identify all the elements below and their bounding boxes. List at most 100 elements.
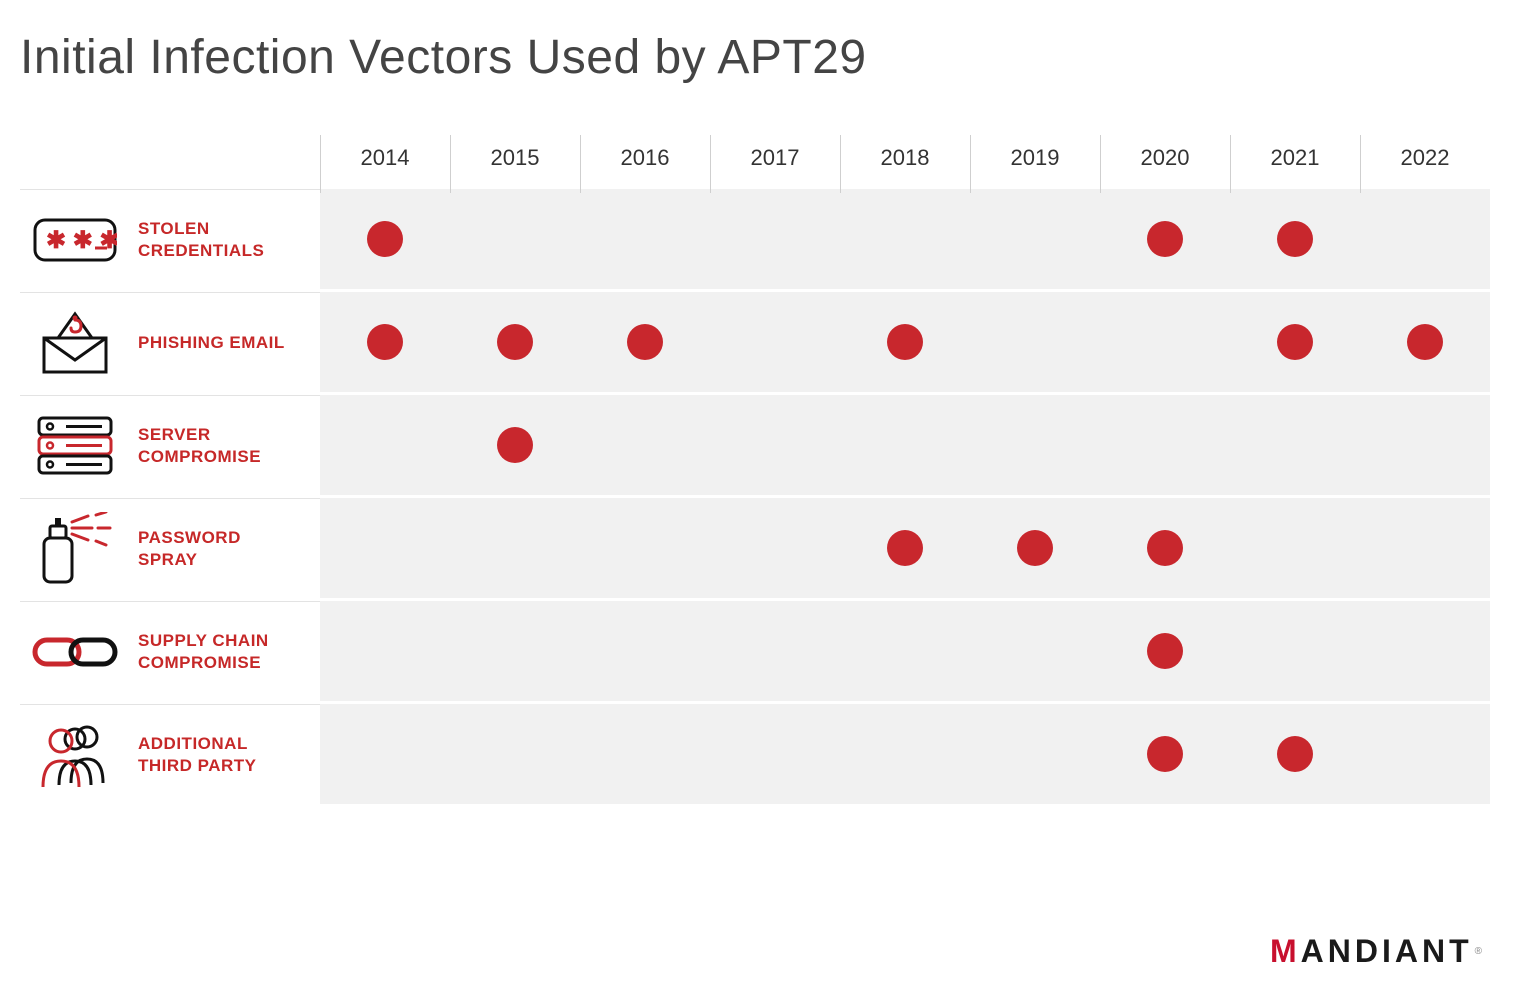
matrix-cell <box>1230 498 1360 598</box>
people-group-icon <box>30 721 120 789</box>
activity-dot <box>1277 324 1313 360</box>
matrix-cell <box>450 704 580 804</box>
matrix-cell <box>970 189 1100 289</box>
matrix-cell <box>450 292 580 392</box>
matrix-cell <box>320 498 450 598</box>
row-label-text: SERVER COMPROMISE <box>138 424 298 467</box>
matrix-cell <box>710 292 840 392</box>
matrix-cell <box>710 601 840 701</box>
password-field-icon: ✱ ✱ ✱ <box>30 218 120 262</box>
row-label-additional-third-party: ADDITIONAL THIRD PARTY <box>20 704 320 804</box>
row-label-password-spray: PASSWORD SPRAY <box>20 498 320 598</box>
activity-dot <box>1147 221 1183 257</box>
matrix-cell <box>970 704 1100 804</box>
matrix-cell <box>1360 395 1490 495</box>
matrix-cell <box>1230 395 1360 495</box>
matrix-cell <box>1230 601 1360 701</box>
matrix-cell <box>320 189 450 289</box>
activity-dot <box>1147 530 1183 566</box>
matrix-cell <box>710 704 840 804</box>
matrix-cell <box>840 189 970 289</box>
year-header: 2022 <box>1360 135 1490 189</box>
activity-dot <box>887 530 923 566</box>
chain-links-icon <box>30 632 120 672</box>
chart-title: Initial Infection Vectors Used by APT29 <box>20 30 1490 85</box>
year-header: 2016 <box>580 135 710 189</box>
svg-text:✱ ✱ ✱: ✱ ✱ ✱ <box>46 227 117 254</box>
year-header: 2014 <box>320 135 450 189</box>
matrix-cell <box>580 292 710 392</box>
matrix-cell <box>580 704 710 804</box>
matrix-cell <box>450 189 580 289</box>
row-label-text: STOLEN CREDENTIALS <box>138 218 298 261</box>
row-label-text: PASSWORD SPRAY <box>138 527 298 570</box>
envelope-hook-icon <box>30 310 120 376</box>
activity-dot <box>627 324 663 360</box>
activity-dot <box>1017 530 1053 566</box>
activity-dot <box>1277 221 1313 257</box>
row-label-text: ADDITIONAL THIRD PARTY <box>138 733 298 776</box>
matrix-cell <box>1360 498 1490 598</box>
matrix-cell <box>450 395 580 495</box>
matrix-cell <box>580 601 710 701</box>
brand-logo: MANDIANT® <box>1270 933 1482 970</box>
matrix-cell <box>1100 601 1230 701</box>
matrix-cell <box>1360 704 1490 804</box>
activity-dot <box>367 221 403 257</box>
matrix-cell <box>840 704 970 804</box>
year-header: 2018 <box>840 135 970 189</box>
matrix-cell <box>1230 189 1360 289</box>
matrix-cell <box>840 601 970 701</box>
matrix-cell <box>970 395 1100 495</box>
server-rack-icon <box>30 415 120 477</box>
matrix-cell <box>970 601 1100 701</box>
row-label-server-compromise: SERVER COMPROMISE <box>20 395 320 495</box>
matrix-cell <box>710 498 840 598</box>
year-header: 2019 <box>970 135 1100 189</box>
matrix-cell <box>1100 395 1230 495</box>
matrix-cell <box>840 498 970 598</box>
year-header: 2017 <box>710 135 840 189</box>
row-label-supply-chain-compromise: SUPPLY CHAIN COMPROMISE <box>20 601 320 701</box>
matrix-cell <box>320 704 450 804</box>
year-header: 2021 <box>1230 135 1360 189</box>
matrix-cell <box>450 601 580 701</box>
matrix-cell <box>450 498 580 598</box>
matrix-cell <box>710 189 840 289</box>
year-header: 2020 <box>1100 135 1230 189</box>
activity-dot <box>1277 736 1313 772</box>
matrix-cell <box>580 498 710 598</box>
activity-dot <box>887 324 923 360</box>
matrix-cell <box>580 189 710 289</box>
matrix-cell <box>1360 601 1490 701</box>
matrix-cell <box>1360 292 1490 392</box>
matrix-cell <box>1360 189 1490 289</box>
matrix-cell <box>840 395 970 495</box>
activity-dot <box>1147 736 1183 772</box>
matrix-cell <box>970 498 1100 598</box>
matrix-cell <box>320 601 450 701</box>
matrix-cell <box>1100 189 1230 289</box>
matrix-cell <box>710 395 840 495</box>
activity-dot <box>1147 633 1183 669</box>
row-label-phishing-email: PHISHING EMAIL <box>20 292 320 392</box>
matrix-cell <box>1100 704 1230 804</box>
infection-vectors-matrix: 201420152016201720182019202020212022 ✱ ✱… <box>20 135 1490 807</box>
matrix-cell <box>840 292 970 392</box>
matrix-cell <box>1230 292 1360 392</box>
activity-dot <box>367 324 403 360</box>
activity-dot <box>497 427 533 463</box>
matrix-cell <box>320 395 450 495</box>
matrix-cell <box>580 395 710 495</box>
activity-dot <box>497 324 533 360</box>
matrix-cell <box>1230 704 1360 804</box>
matrix-cell <box>1100 498 1230 598</box>
matrix-cell <box>1100 292 1230 392</box>
year-header: 2015 <box>450 135 580 189</box>
spray-can-icon <box>30 512 120 586</box>
matrix-cell <box>970 292 1100 392</box>
activity-dot <box>1407 324 1443 360</box>
row-label-stolen-credentials: ✱ ✱ ✱ STOLEN CREDENTIALS <box>20 189 320 289</box>
row-label-text: SUPPLY CHAIN COMPROMISE <box>138 630 298 673</box>
header-spacer <box>20 135 320 189</box>
